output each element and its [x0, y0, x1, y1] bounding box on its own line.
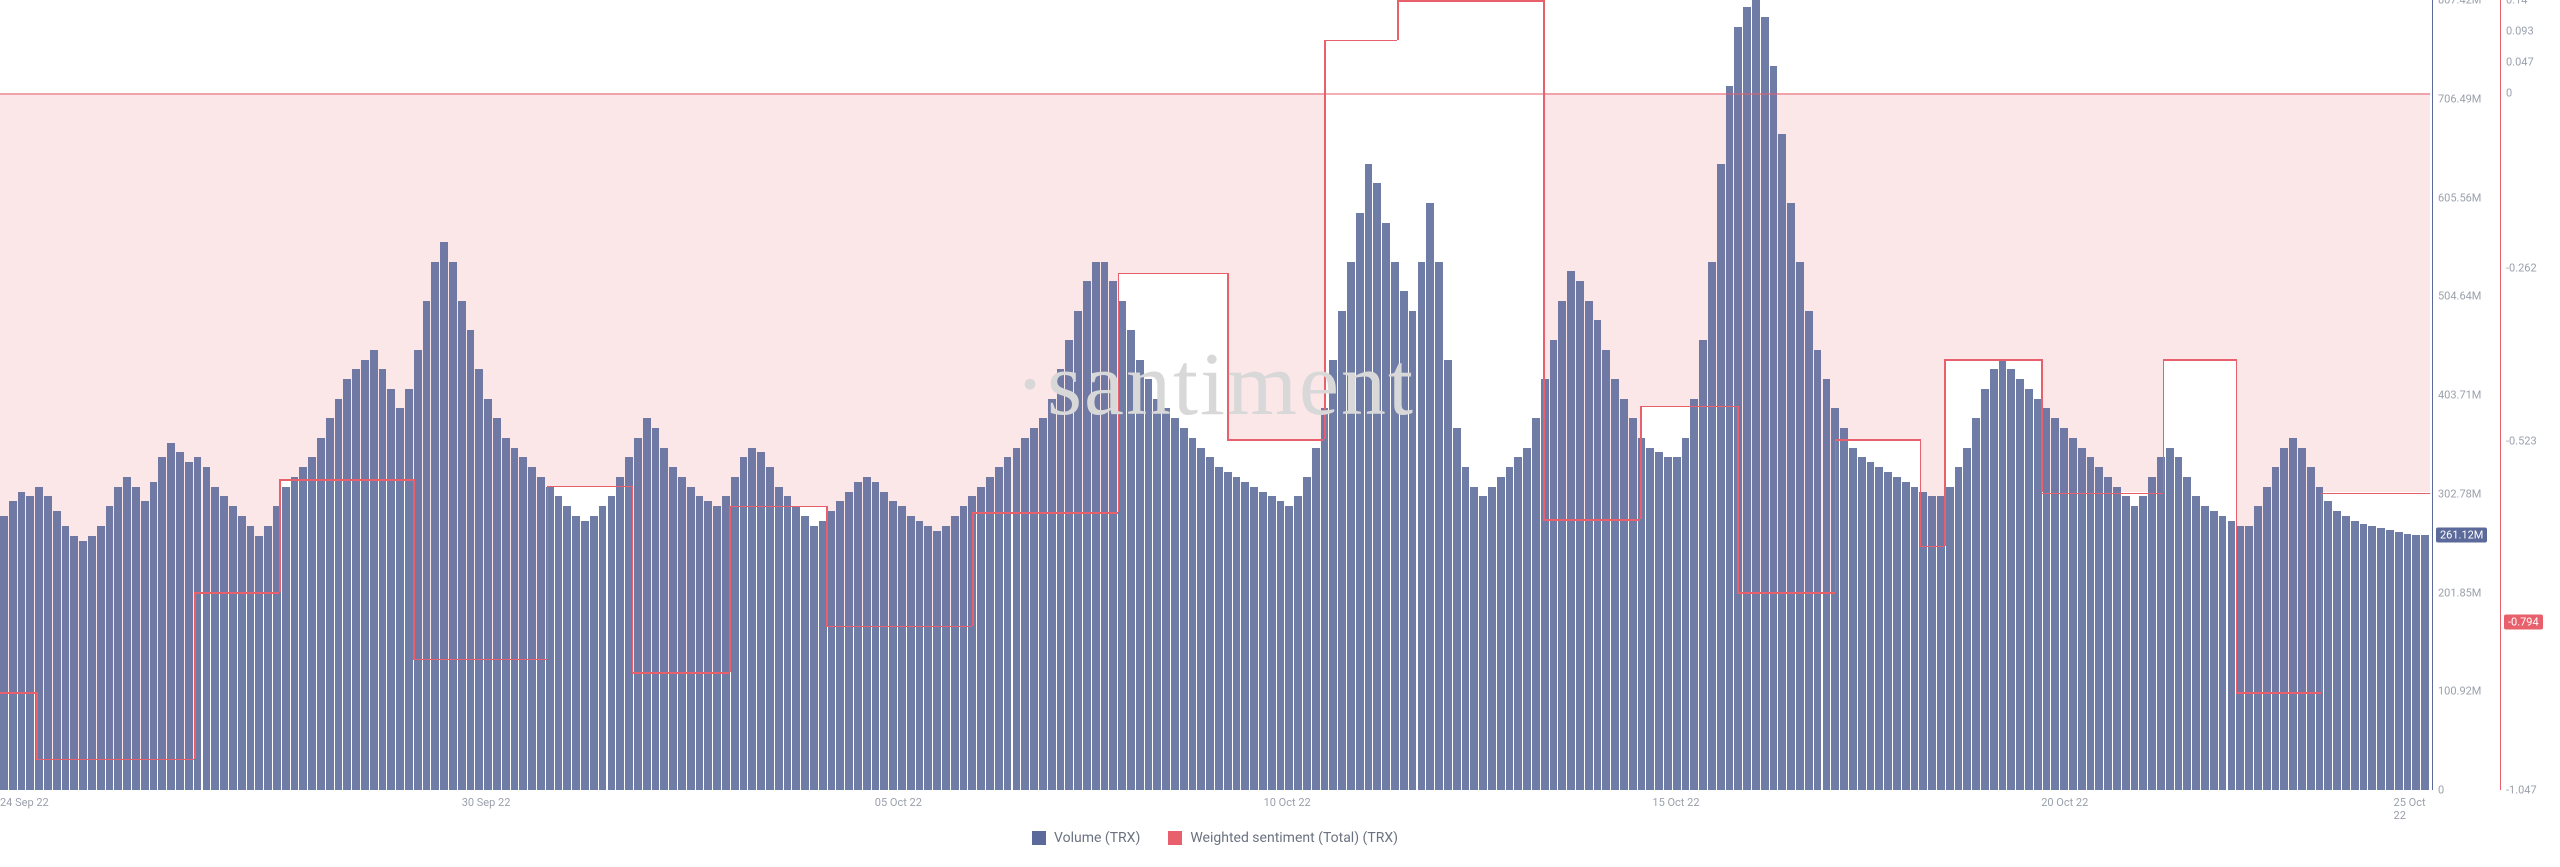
y-tick-volume: 807.42M — [2438, 0, 2481, 7]
sentiment-line-h — [1118, 273, 1227, 275]
legend-label: Volume (TRX) — [1054, 830, 1140, 846]
y-tick-volume: 504.64M — [2438, 290, 2481, 303]
sentiment-line-h — [1640, 406, 1737, 408]
sentiment-line-h — [547, 486, 632, 488]
y-axis-sentiment: 0.140.0930.0470-0.262-0.523-0.794-1.047-… — [2500, 0, 2560, 790]
sentiment-line-v — [2041, 359, 2043, 492]
sentiment-line-v — [972, 512, 974, 625]
sentiment-line-v — [1640, 406, 1642, 519]
sentiment-line-v — [1227, 273, 1229, 439]
legend-item: Volume (TRX) — [1032, 830, 1140, 846]
sentiment-line-v — [2163, 359, 2165, 492]
sentiment-line-v — [2321, 493, 2323, 693]
sentiment-line-h — [1543, 519, 1640, 521]
sentiment-line-h — [1835, 439, 1920, 441]
sentiment-line-h — [1397, 0, 1543, 2]
sentiment-line-v — [729, 506, 731, 672]
legend-swatch — [1032, 831, 1046, 845]
y-tick-sentiment: 0.14 — [2506, 0, 2527, 7]
y-tick-sentiment: 0.093 — [2506, 25, 2534, 38]
y-tick-sentiment: 0.047 — [2506, 55, 2534, 68]
sentiment-line-v — [36, 692, 38, 759]
volume-sentiment-chart: ·santiment 0 100.92M 201.85M 302.78M 403.71M… — [0, 0, 2560, 867]
sentiment-line-h — [413, 659, 547, 661]
sentiment-line-v — [413, 479, 415, 659]
y-axis-sentiment-line — [2500, 0, 2501, 790]
sentiment-line-h — [632, 672, 729, 674]
sentiment-line-layer — [0, 0, 2430, 790]
sentiment-line-h — [1227, 439, 1324, 441]
y-tick-sentiment: -0.523 — [2506, 435, 2537, 448]
sentiment-line-h — [826, 626, 972, 628]
x-tick: 24 Sep 22 — [0, 796, 49, 809]
sentiment-line-v — [632, 486, 634, 672]
y-tick-volume: 706.49M — [2438, 92, 2481, 105]
sentiment-line-h — [2321, 493, 2430, 495]
x-tick: 25 Oct 22 — [2394, 796, 2430, 822]
sentiment-line-h — [1324, 40, 1397, 42]
sentiment-line-v — [279, 479, 281, 592]
x-tick: 05 Oct 22 — [875, 796, 922, 809]
y-tick-volume: 605.56M — [2438, 191, 2481, 204]
sentiment-line-h — [0, 692, 36, 694]
y-tick-volume: 100.92M — [2438, 685, 2481, 698]
sentiment-line-h — [729, 506, 826, 508]
x-tick: 20 Oct 22 — [2041, 796, 2088, 809]
sentiment-line-v — [1324, 40, 1326, 439]
sentiment-line-v — [1920, 439, 1922, 545]
y-tick-volume: 201.85M — [2438, 586, 2481, 599]
sentiment-line-v — [194, 592, 196, 758]
sentiment-line-v — [1543, 0, 1545, 519]
sentiment-zero-line — [0, 93, 2430, 95]
sentiment-current-badge: -0.794 — [2504, 614, 2543, 629]
sentiment-line-v — [1944, 359, 1946, 545]
sentiment-line-v — [547, 486, 549, 659]
sentiment-line-h — [972, 512, 1118, 514]
sentiment-line-h — [36, 759, 194, 761]
sentiment-line-h — [2041, 493, 2163, 495]
sentiment-line-h — [2163, 359, 2236, 361]
sentiment-line-v — [2236, 359, 2238, 692]
sentiment-line-h — [2236, 692, 2321, 694]
plot-area: ·santiment — [0, 0, 2430, 790]
x-axis: 24 Sep 22 30 Sep 22 05 Oct 22 10 Oct 22 15 O… — [0, 790, 2430, 820]
y-axis-volume: 0100.92M201.85M302.78M403.71M504.64M605.… — [2432, 0, 2492, 790]
sentiment-line-h — [194, 592, 279, 594]
legend-item: Weighted sentiment (Total) (TRX) — [1168, 830, 1398, 846]
x-tick: 15 Oct 22 — [1652, 796, 1699, 809]
sentiment-line-h — [1944, 359, 2041, 361]
y-tick-volume: 302.78M — [2438, 487, 2481, 500]
x-tick: 10 Oct 22 — [1264, 796, 1311, 809]
y-tick-sentiment: -1.047 — [2506, 784, 2537, 797]
legend-label: Weighted sentiment (Total) (TRX) — [1190, 830, 1398, 846]
legend-swatch — [1168, 831, 1182, 845]
sentiment-line-v — [826, 506, 828, 626]
legend: Volume (TRX) Weighted sentiment (Total) (… — [0, 830, 2430, 849]
volume-current-badge: 261.12M — [2436, 527, 2487, 542]
y-axis-volume-line — [2432, 0, 2433, 790]
sentiment-line-h — [1920, 546, 1944, 548]
sentiment-line-h — [279, 479, 413, 481]
sentiment-line-v — [1118, 273, 1120, 513]
y-tick-sentiment: 0 — [2506, 87, 2512, 100]
sentiment-line-v — [1737, 406, 1739, 592]
y-tick-volume: 403.71M — [2438, 389, 2481, 402]
sentiment-line-v — [1397, 0, 1399, 40]
x-tick: 30 Sep 22 — [462, 796, 511, 809]
sentiment-line-h — [1737, 592, 1834, 594]
sentiment-line-v — [1835, 439, 1837, 592]
y-tick-volume: 0 — [2438, 784, 2444, 797]
y-tick-sentiment: -0.262 — [2506, 261, 2537, 274]
